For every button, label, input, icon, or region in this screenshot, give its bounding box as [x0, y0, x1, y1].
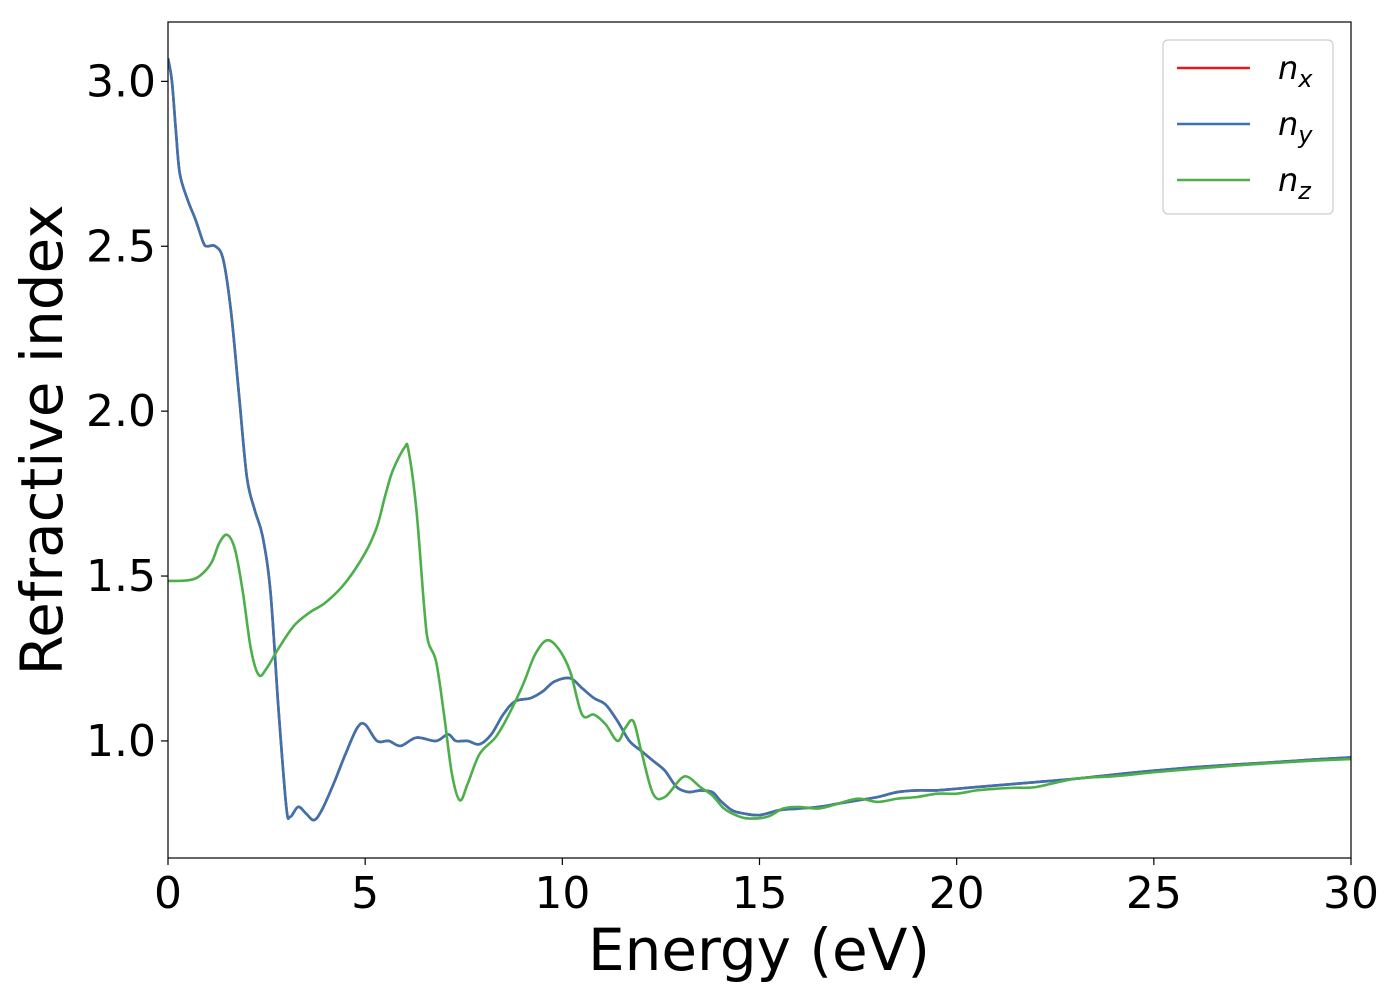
series-line-nz — [168, 442, 1351, 820]
y-tick-label: 1.5 — [86, 551, 156, 602]
x-tick-label: 15 — [732, 868, 788, 919]
series-line-ny — [168, 58, 1351, 822]
x-axis-ticks: 0 5 10 15 20 25 30 — [154, 858, 1379, 919]
y-axis-title: Refractive index — [8, 204, 76, 675]
legend-label-subscript: z — [1297, 177, 1312, 205]
legend-label-ny: ny — [1278, 105, 1313, 149]
y-axis-ticks: 1.0 1.5 2.0 2.5 3.0 — [86, 56, 168, 767]
x-axis-title: Energy (eV) — [588, 916, 930, 984]
y-tick-label: 3.0 — [86, 56, 156, 107]
x-tick-label: 5 — [351, 868, 379, 919]
legend-label-symbol: n — [1278, 105, 1298, 143]
legend-box — [1162, 39, 1334, 215]
legend-label-subscript: y — [1297, 121, 1313, 149]
legend-label-nx: nx — [1278, 49, 1313, 93]
x-tick-label: 30 — [1323, 868, 1379, 919]
x-tick-label: 20 — [929, 868, 985, 919]
legend-label-symbol: n — [1278, 161, 1298, 199]
legend-label-symbol: n — [1278, 49, 1298, 87]
legend-label-subscript: x — [1297, 65, 1313, 93]
y-tick-label: 1.0 — [86, 716, 156, 767]
y-tick-label: 2.5 — [86, 221, 156, 272]
legend-label-nz: nz — [1278, 161, 1312, 205]
x-tick-label: 25 — [1126, 868, 1182, 919]
x-tick-label: 0 — [154, 868, 182, 919]
x-tick-label: 10 — [534, 868, 590, 919]
plot-lines — [168, 58, 1351, 822]
y-tick-label: 2.0 — [86, 386, 156, 437]
